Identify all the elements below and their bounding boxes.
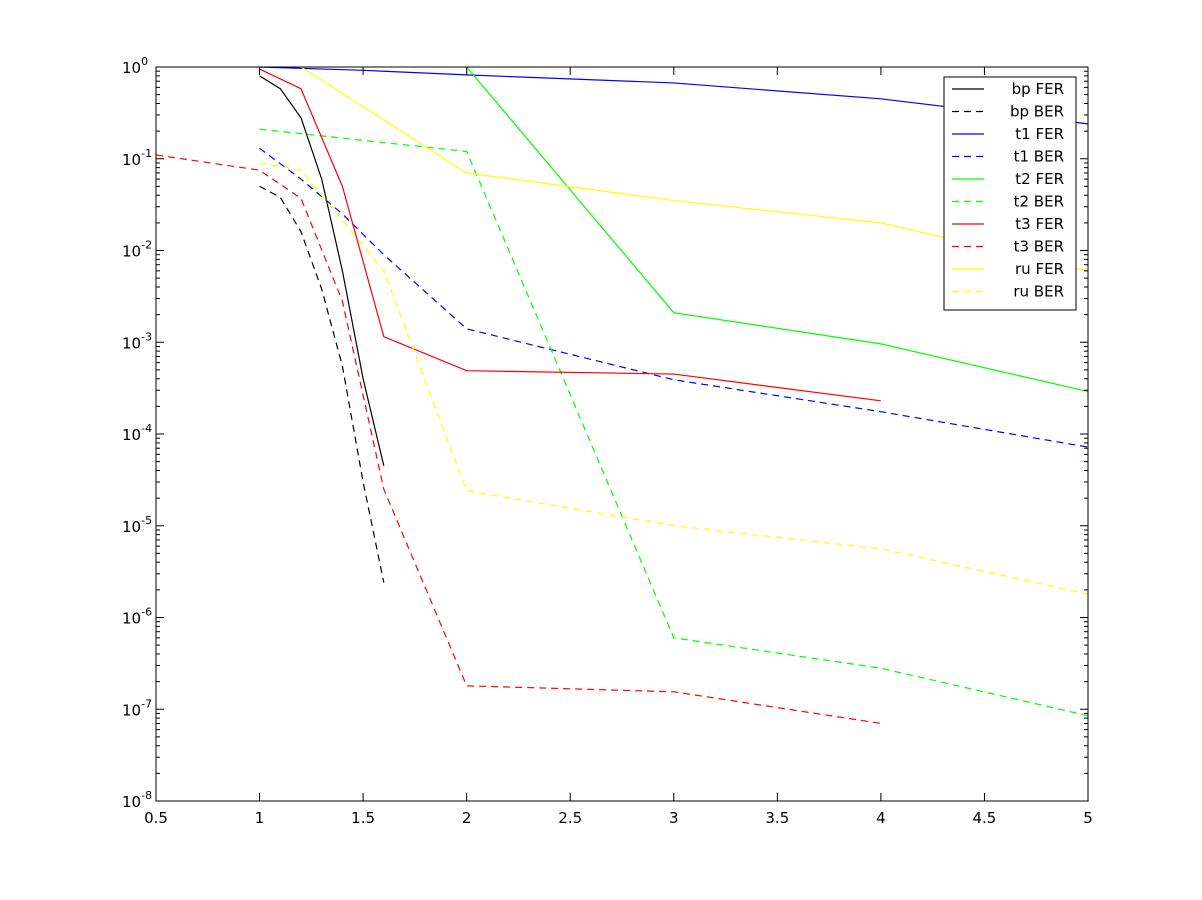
y-tick-base: 10 [122,793,141,811]
series-line-t2-ber [259,128,1088,717]
series-line-ru-ber [259,162,1088,595]
x-axis: 0.5 1 1.5 2 2.5 3 3.5 4 4.5 5 [144,67,1093,827]
y-tick-base: 10 [122,151,141,169]
y-tick-label: 10-7 [122,697,152,719]
y-tick-label: 100 [122,55,148,77]
legend-label: ru FER [1015,260,1064,278]
legend: bp FER bp BER t1 FER t1 BER t2 FER t2 BER t3 F… [943,76,1077,311]
legend-label: t2 BER [1014,193,1064,211]
y-tick-base: 10 [122,701,141,719]
y-tick-exponent: -2 [141,239,152,252]
legend-label: ru BER [1013,283,1064,301]
y-tick-exponent: -6 [141,606,152,619]
y-tick-exponent: -5 [141,514,152,527]
x-tick-label: 0.5 [144,809,168,827]
y-tick-label: 10-5 [122,514,152,536]
x-tick-label: 5 [1083,809,1093,827]
series-line-t1-ber [259,147,1088,448]
legend-label: t3 BER [1014,238,1064,256]
y-tick-base: 10 [122,334,141,352]
y-tick-label: 10-8 [122,789,152,811]
series-line-t3-fer [259,68,881,402]
legend-label: bp FER [1012,80,1064,98]
y-tick-base: 10 [122,243,141,261]
x-tick-label: 4 [876,809,886,827]
x-tick-label: 2.5 [558,809,582,827]
x-tick-label: 1 [255,809,265,827]
plot-area [156,67,1088,801]
y-tick-label: 10-3 [122,330,152,352]
y-tick-label: 10-4 [122,422,152,444]
x-tick-label: 3 [669,809,679,827]
series-line-bp-ber [259,185,385,583]
y-tick-label: 10-1 [122,147,152,169]
legend-label: bp BER [1010,103,1064,121]
y-tick-base: 10 [122,610,141,628]
y-tick-base: 10 [122,59,141,77]
series-line-t3-ber [156,154,881,725]
legend-label: t1 BER [1014,148,1064,166]
x-tick-label: 2 [462,809,472,827]
y-tick-base: 10 [122,426,141,444]
y-tick-label: 10-6 [122,606,152,628]
legend-label: t2 FER [1015,170,1064,188]
series-line-t2-fer [466,67,1088,393]
x-tick-label: 3.5 [765,809,789,827]
legend-label: t3 FER [1015,215,1064,233]
y-tick-exponent: -1 [141,147,152,160]
series-line-t1-fer [259,67,1088,125]
legend-box [943,76,1077,311]
x-tick-label: 4.5 [973,809,997,827]
y-tick-base: 10 [122,518,141,536]
y-tick-exponent: -7 [141,697,152,710]
series-line-bp-fer [259,75,385,466]
x-tick-label: 1.5 [351,809,375,827]
axes-background [156,67,1088,801]
legend-label: t1 FER [1015,125,1064,143]
y-tick-exponent: -8 [141,789,152,802]
y-tick-exponent: -4 [141,422,152,435]
y-tick-exponent: 0 [141,55,148,68]
y-tick-label: 10-2 [122,239,152,261]
y-tick-exponent: -3 [141,330,152,343]
